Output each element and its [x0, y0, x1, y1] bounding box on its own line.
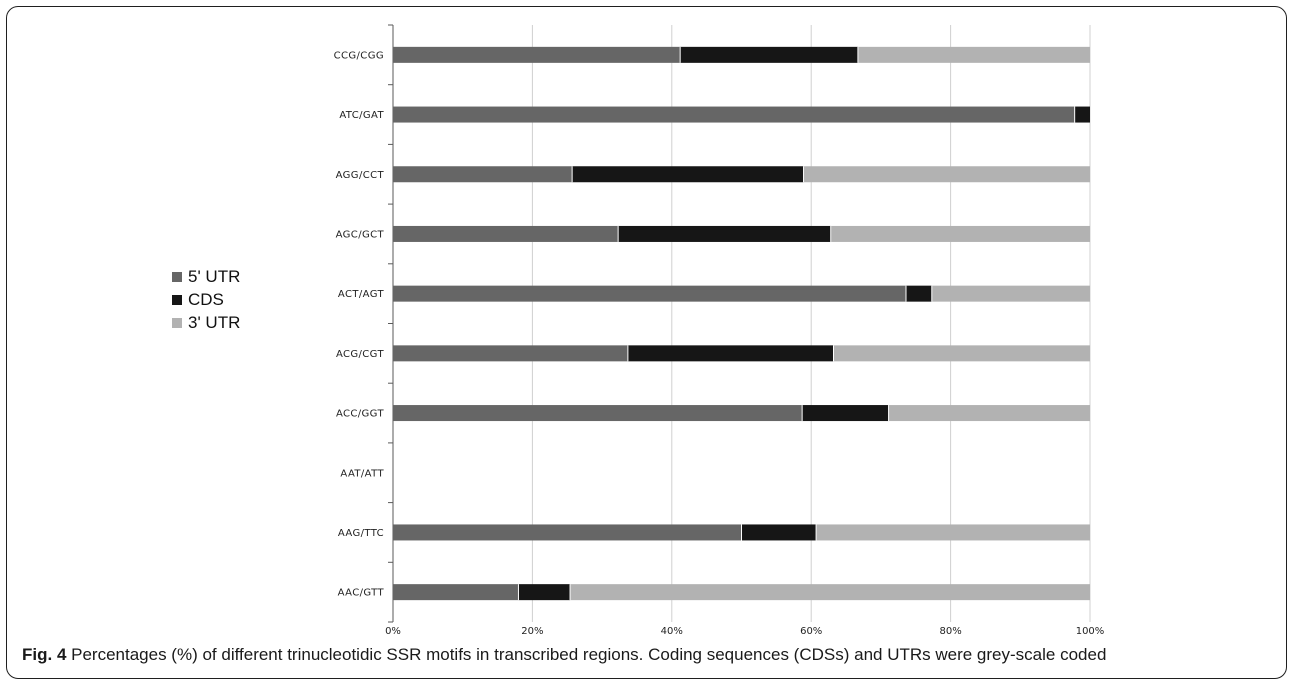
legend-swatch — [172, 295, 182, 305]
bar-segment-cds — [618, 225, 831, 242]
category-label: AAG/TTC — [338, 528, 384, 539]
bar-segment-cds — [905, 285, 932, 302]
bar-segment-5utr — [393, 166, 573, 183]
bar-segment-3utr — [570, 584, 1090, 601]
bar-segment-cds — [1074, 106, 1090, 123]
legend-label: 3' UTR — [188, 313, 241, 332]
legend-label: 5' UTR — [188, 267, 241, 286]
bar-segment-5utr — [393, 584, 519, 601]
bar-segment-cds — [518, 584, 571, 601]
legend-swatch — [172, 318, 182, 328]
x-tick-label: 100% — [1076, 626, 1105, 637]
legend-item: 5' UTR — [172, 266, 240, 288]
bar-segment-cds — [572, 166, 804, 183]
category-label: ACG/CGT — [336, 349, 385, 360]
bar-segment-5utr — [393, 46, 681, 63]
x-tick-label: 60% — [800, 626, 822, 637]
figure-caption: Fig. 4 Percentages (%) of different trin… — [22, 645, 1106, 665]
bar-segment-5utr — [393, 345, 628, 362]
x-tick-label: 20% — [521, 626, 543, 637]
category-label: ACT/AGT — [338, 289, 385, 300]
bar-segment-cds — [802, 405, 889, 422]
bar-segment-cds — [680, 46, 858, 63]
bar-segment-3utr — [833, 345, 1090, 362]
x-tick-label: 80% — [939, 626, 961, 637]
bar-segment-3utr — [830, 225, 1090, 242]
bar-segment-3utr — [931, 285, 1090, 302]
category-label: ACC/GGT — [336, 409, 385, 420]
bar-segment-5utr — [393, 524, 742, 541]
caption-text: Percentages (%) of different trinucleoti… — [66, 645, 1107, 664]
bar-segment-cds — [741, 524, 817, 541]
legend-item: CDS — [172, 289, 240, 311]
category-label: AAC/GTT — [338, 588, 385, 599]
x-tick-label: 40% — [661, 626, 683, 637]
chart-legend: 5' UTR CDS 3' UTR — [172, 266, 240, 335]
bar-segment-cds — [627, 345, 834, 362]
bar-segment-3utr — [888, 405, 1090, 422]
bar-segment-3utr — [816, 524, 1090, 541]
legend-item: 3' UTR — [172, 312, 240, 334]
figure-label: Fig. 4 — [22, 645, 67, 664]
bar-segment-3utr — [803, 166, 1090, 183]
category-label: AGC/GCT — [336, 229, 385, 240]
figure-frame — [6, 6, 1287, 679]
bar-segment-5utr — [393, 225, 619, 242]
stacked-bar-chart: CCG/CGG ATC/GAT AGG/CCT AGC/GCT ACT/AGT ACG/C… — [334, 24, 1105, 637]
category-label: ATC/GAT — [339, 110, 384, 121]
bar-segment-5utr — [393, 285, 906, 302]
category-label: CCG/CGG — [334, 50, 384, 61]
legend-swatch — [172, 272, 182, 282]
legend-label: CDS — [188, 290, 224, 309]
bar-segment-5utr — [393, 405, 803, 422]
category-label: AAT/ATT — [340, 468, 384, 479]
category-label: AGG/CCT — [336, 170, 385, 181]
bar-segment-5utr — [393, 106, 1075, 123]
bar-segment-3utr — [857, 46, 1090, 63]
x-tick-label: 0% — [385, 626, 401, 637]
